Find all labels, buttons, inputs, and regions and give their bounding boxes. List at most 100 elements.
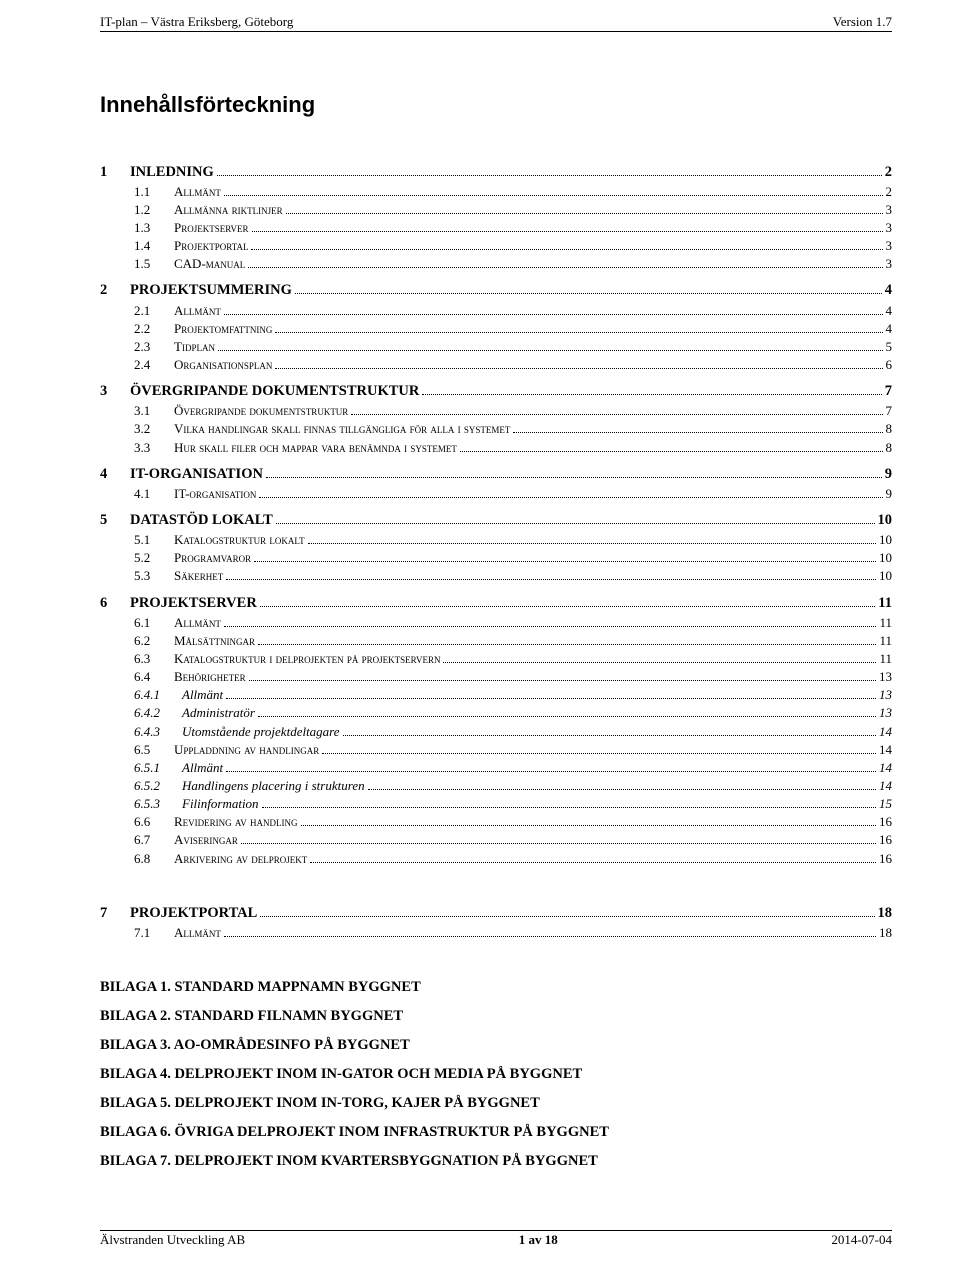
toc-page-number: 15	[879, 795, 892, 813]
toc-leader	[226, 567, 876, 581]
page-title: Innehållsförteckning	[100, 92, 892, 118]
toc-row: 3.3Hur skall filer och mappar vara benäm…	[100, 438, 892, 456]
toc-number: 6	[100, 594, 130, 614]
toc-leader	[422, 382, 881, 396]
toc-page-number: 11	[878, 594, 892, 614]
toc-label: IT-ORGANISATION	[130, 465, 263, 485]
header-right: Version 1.7	[833, 14, 892, 30]
toc-leader	[217, 162, 882, 176]
page-footer: Älvstranden Utveckling AB 1 av 18 2014-0…	[100, 1230, 892, 1248]
toc-row: 2.3Tidplan 5	[100, 337, 892, 355]
toc-row: 7PROJEKTPORTAL18	[100, 903, 892, 923]
toc-number: 1.5	[134, 255, 174, 273]
toc-row: 6.5.3Filinformation15	[100, 795, 892, 813]
toc-page-number: 8	[886, 420, 893, 438]
toc-row: 3ÖVERGRIPANDE DOKUMENTSTRUKTUR7	[100, 382, 892, 402]
toc-leader	[224, 182, 883, 196]
toc-page-number: 5	[886, 338, 893, 356]
toc-leader	[343, 722, 876, 736]
appendix-item: BILAGA 2. STANDARD FILNAMN BYGGNET	[100, 1008, 892, 1025]
toc-leader	[248, 255, 882, 269]
toc-label: Målsättningar	[174, 632, 255, 650]
toc-label: CAD-manual	[174, 255, 245, 273]
toc-row: 1.1Allmänt2	[100, 182, 892, 200]
toc-page-number: 3	[886, 201, 893, 219]
toc-leader	[276, 510, 875, 524]
toc-leader	[275, 319, 882, 333]
toc-label: Uppladdning av handlingar	[174, 741, 319, 759]
toc-row: 6.6Revidering av handling16	[100, 813, 892, 831]
toc-label: Allmänt	[182, 686, 223, 704]
toc-number: 2.2	[134, 320, 174, 338]
toc-number: 7	[100, 904, 130, 924]
toc-leader	[251, 237, 882, 251]
document-page: IT-plan – Västra Eriksberg, Göteborg Ver…	[0, 0, 960, 1264]
toc-leader	[254, 549, 876, 563]
toc-row: 6.2Målsättningar11	[100, 631, 892, 649]
toc-leader	[241, 831, 876, 845]
toc-page-number: 14	[879, 741, 892, 759]
toc-spacer	[100, 867, 892, 895]
toc-page-number: 7	[885, 382, 892, 402]
toc-page-number: 4	[885, 281, 892, 301]
toc-number: 1.4	[134, 237, 174, 255]
toc-number: 1.3	[134, 219, 174, 237]
toc-leader	[226, 758, 876, 772]
toc-row: 6.7Aviseringar16	[100, 831, 892, 849]
toc-page-number: 10	[878, 511, 893, 531]
toc-row: 6.5.2Handlingens placering i strukturen1…	[100, 776, 892, 794]
toc-number: 2.3	[134, 338, 174, 356]
toc-page-number: 11	[879, 632, 892, 650]
toc-number: 2.4	[134, 356, 174, 374]
toc-number: 4.1	[134, 485, 174, 503]
toc-number: 5.3	[134, 567, 174, 585]
toc-number: 5.1	[134, 531, 174, 549]
footer-right: 2014-07-04	[831, 1232, 892, 1248]
footer-center: 1 av 18	[519, 1232, 558, 1248]
toc-number: 6.6	[134, 813, 174, 831]
toc-label: Allmänt	[182, 759, 223, 777]
footer-left: Älvstranden Utveckling AB	[100, 1232, 245, 1248]
toc-leader	[260, 593, 876, 607]
toc-row: 2.1Allmänt4	[100, 301, 892, 319]
toc-number: 2	[100, 281, 130, 301]
toc-label: Tidplan	[174, 338, 215, 356]
toc-number: 6.3	[134, 650, 174, 668]
toc-leader	[351, 402, 882, 416]
toc-number: 1	[100, 163, 130, 183]
toc-number: 1.1	[134, 183, 174, 201]
toc-page-number: 9	[886, 485, 893, 503]
toc-row: 6.5.1Allmänt14	[100, 758, 892, 776]
toc-page-number: 13	[879, 704, 892, 722]
appendix-item: BILAGA 5. DELPROJEKT INOM IN-TORG, KAJER…	[100, 1095, 892, 1112]
toc-row: 4IT-ORGANISATION9	[100, 464, 892, 484]
toc-leader	[286, 200, 883, 214]
toc-row: 6.5Uppladdning av handlingar14	[100, 740, 892, 758]
header-left: IT-plan – Västra Eriksberg, Göteborg	[100, 14, 293, 30]
appendix-item: BILAGA 4. DELPROJEKT INOM IN-GATOR OCH M…	[100, 1066, 892, 1083]
toc-page-number: 4	[886, 302, 893, 320]
toc-page-number: 4	[886, 320, 893, 338]
toc-page-number: 8	[886, 439, 893, 457]
toc-page-number: 13	[879, 668, 892, 686]
toc-label: Aviseringar	[174, 831, 238, 849]
toc: 1INLEDNING21.1Allmänt21.2Allmänna riktli…	[100, 162, 892, 941]
toc-leader	[252, 218, 883, 232]
toc-number: 3.2	[134, 420, 174, 438]
toc-row: 1INLEDNING2	[100, 162, 892, 182]
toc-page-number: 10	[879, 549, 892, 567]
toc-leader	[218, 337, 883, 351]
toc-row: 2.2Projektomfattning 4	[100, 319, 892, 337]
toc-page-number: 13	[879, 686, 892, 704]
toc-leader	[260, 903, 874, 917]
toc-label: Projektomfattning	[174, 320, 272, 338]
toc-number: 3	[100, 382, 130, 402]
appendix-list: BILAGA 1. STANDARD MAPPNAMN BYGGNETBILAG…	[100, 979, 892, 1170]
toc-row: 5.2Programvaror10	[100, 549, 892, 567]
toc-label: Övergripande dokumentstruktur	[174, 402, 348, 420]
toc-leader	[275, 355, 882, 369]
toc-label: INLEDNING	[130, 163, 214, 183]
toc-number: 3.1	[134, 402, 174, 420]
toc-page-number: 3	[886, 219, 893, 237]
toc-page-number: 2	[886, 183, 893, 201]
